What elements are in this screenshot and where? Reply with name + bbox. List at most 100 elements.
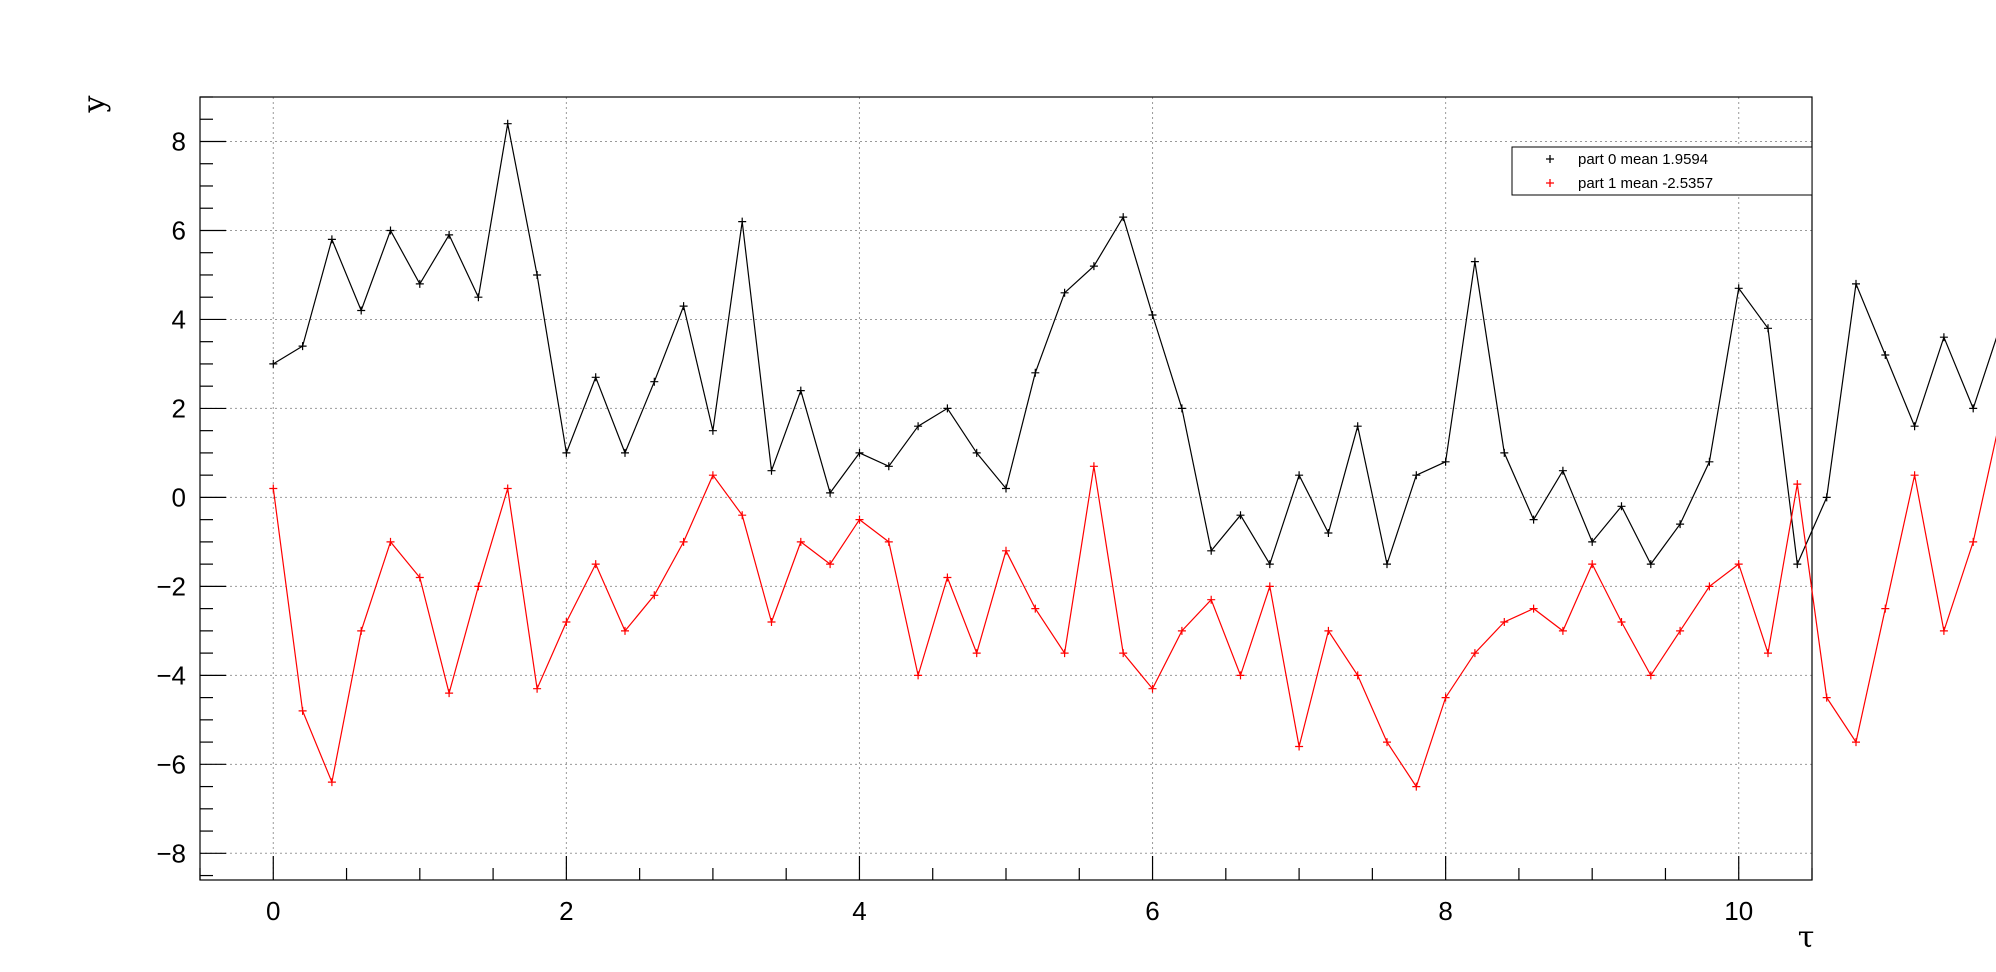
data-point bbox=[1383, 738, 1391, 747]
data-point bbox=[415, 279, 424, 288]
x-axis-tick-labels: 0 2 4 6 8 10 bbox=[266, 896, 1753, 926]
data-point bbox=[679, 302, 688, 311]
series-line-1 bbox=[272, 435, 1996, 788]
data-point bbox=[1265, 582, 1274, 591]
data-point bbox=[914, 422, 923, 431]
legend-entries: part 0 mean 1.9594 part 1 mean -2.5357 bbox=[1546, 151, 1713, 192]
data-point bbox=[357, 306, 366, 315]
data-point bbox=[650, 591, 659, 600]
series-line-0 bbox=[272, 123, 1996, 567]
data-point bbox=[386, 226, 395, 235]
data-point bbox=[1148, 311, 1157, 319]
x-tick-label: 6 bbox=[1145, 896, 1159, 926]
data-point bbox=[503, 119, 512, 128]
x-tick-label: 10 bbox=[1724, 896, 1753, 926]
data-point bbox=[562, 618, 571, 626]
y-tick-label: −4 bbox=[156, 660, 186, 690]
data-point bbox=[1588, 537, 1597, 546]
data-point bbox=[298, 342, 307, 351]
data-point bbox=[1177, 404, 1186, 413]
data-point bbox=[1295, 471, 1304, 480]
data-point bbox=[474, 293, 483, 302]
data-point bbox=[1060, 649, 1069, 658]
data-point bbox=[1353, 422, 1362, 431]
data-point bbox=[738, 217, 747, 226]
data-point bbox=[1412, 782, 1421, 791]
data-point bbox=[533, 271, 542, 279]
data-point bbox=[972, 448, 981, 457]
data-point bbox=[1617, 618, 1626, 626]
data-point bbox=[1734, 284, 1743, 293]
data-point bbox=[1119, 213, 1128, 222]
data-point bbox=[1764, 649, 1772, 658]
data-point bbox=[1852, 279, 1860, 288]
data-point bbox=[386, 537, 395, 546]
data-point bbox=[1031, 604, 1040, 613]
x-axis-title: τ bbox=[1798, 920, 1815, 955]
data-point bbox=[1500, 618, 1509, 626]
legend-marker bbox=[1546, 179, 1554, 187]
data-point bbox=[679, 537, 688, 546]
y-tick-label: 6 bbox=[172, 215, 186, 245]
x-tick-label: 2 bbox=[559, 896, 573, 926]
data-point bbox=[1734, 560, 1743, 569]
data-point bbox=[533, 684, 542, 693]
data-point bbox=[1881, 604, 1890, 613]
data-point bbox=[327, 778, 336, 787]
data-point bbox=[1412, 471, 1421, 480]
data-point bbox=[826, 488, 835, 497]
data-point bbox=[1470, 649, 1479, 658]
data-point bbox=[1617, 502, 1626, 511]
data-point bbox=[1558, 626, 1567, 635]
data-point bbox=[1119, 649, 1128, 658]
data-point bbox=[884, 462, 893, 471]
data-point bbox=[1324, 626, 1333, 635]
y-axis-title: y bbox=[77, 95, 112, 113]
data-point bbox=[1676, 626, 1685, 635]
data-point bbox=[767, 466, 776, 475]
data-point bbox=[1764, 324, 1772, 333]
data-point bbox=[1822, 693, 1831, 702]
data-point bbox=[1852, 738, 1860, 747]
data-point bbox=[591, 373, 600, 382]
data-point bbox=[269, 359, 278, 368]
data-point bbox=[562, 448, 571, 457]
data-point bbox=[1705, 457, 1714, 466]
data-point bbox=[650, 377, 659, 386]
data-point bbox=[884, 537, 893, 546]
data-point bbox=[855, 448, 864, 457]
data-point bbox=[1207, 595, 1216, 604]
data-point bbox=[1236, 671, 1245, 680]
data-point bbox=[1002, 546, 1010, 555]
legend-marker bbox=[1546, 155, 1554, 163]
x-tick-label: 8 bbox=[1438, 896, 1452, 926]
data-point bbox=[621, 448, 629, 457]
legend-label: part 0 mean 1.9594 bbox=[1578, 151, 1708, 168]
data-point bbox=[1676, 520, 1685, 529]
y-tick-label: 8 bbox=[172, 126, 186, 156]
series-markers-1 bbox=[269, 462, 1978, 791]
data-point bbox=[796, 537, 805, 546]
data-point bbox=[943, 573, 952, 582]
data-point bbox=[415, 573, 424, 582]
data-point bbox=[1910, 471, 1919, 480]
data-point bbox=[269, 484, 278, 493]
data-point bbox=[1646, 671, 1655, 680]
data-point bbox=[1910, 422, 1919, 431]
data-point bbox=[1031, 368, 1040, 377]
data-point bbox=[1470, 257, 1479, 266]
data-point bbox=[1529, 604, 1538, 613]
data-point bbox=[943, 404, 952, 413]
data-point bbox=[1939, 626, 1948, 635]
y-tick-label: 2 bbox=[172, 393, 186, 423]
data-point bbox=[1558, 466, 1567, 475]
data-point bbox=[445, 689, 454, 698]
data-point bbox=[503, 484, 512, 493]
data-point bbox=[708, 471, 717, 480]
data-point bbox=[357, 626, 366, 635]
y-tick-label: 0 bbox=[172, 482, 186, 512]
data-point bbox=[474, 582, 483, 591]
y-tick-label: 4 bbox=[172, 304, 186, 334]
